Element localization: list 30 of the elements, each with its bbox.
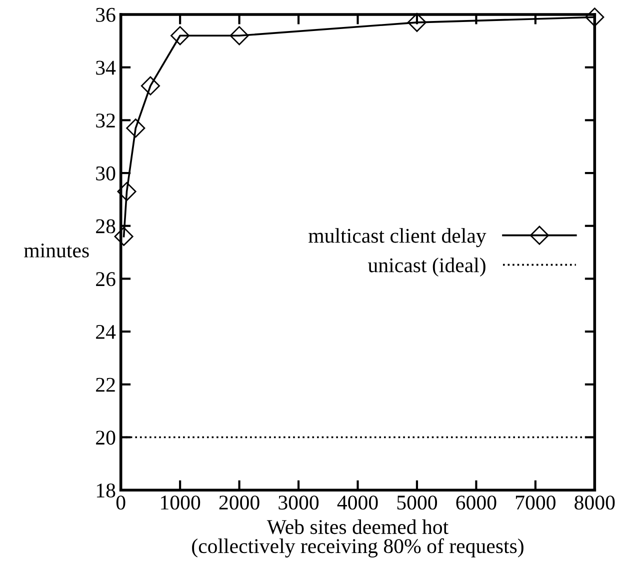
point xyxy=(117,182,136,202)
y-tick-label: 18 xyxy=(96,483,116,498)
x-tick-label: 7000 xyxy=(516,496,556,510)
y-axis-title: minutes xyxy=(24,244,89,258)
x-axis-title: Web sites deemed hot (collectively receiving 80% of requests) xyxy=(192,519,524,558)
y-tick-label: 32 xyxy=(96,114,115,128)
y-tick-label: 30 xyxy=(96,166,116,180)
legend-label: unicast (ideal) xyxy=(368,258,486,277)
x-tick-label: 1000 xyxy=(161,496,200,510)
y-tick-label: 24 xyxy=(96,325,116,339)
y-tick-label: 22 xyxy=(96,378,115,392)
y-tick-label: 20 xyxy=(96,430,116,445)
point xyxy=(170,26,190,46)
x-tick-label: 2000 xyxy=(219,496,260,510)
x-tick-label: 0 xyxy=(116,496,126,510)
x-tick-label: 8000 xyxy=(574,496,615,510)
x-tick-label: 6000 xyxy=(456,496,496,510)
x-tick-label: 4000 xyxy=(337,496,378,510)
x-tick-label: 5000 xyxy=(397,496,438,510)
point xyxy=(585,8,604,27)
point xyxy=(140,76,160,96)
point xyxy=(126,118,146,138)
point xyxy=(230,26,249,46)
y-tick-label: 26 xyxy=(96,272,116,286)
x-tick-label: 3000 xyxy=(278,496,319,510)
y-tick-label: 34 xyxy=(96,60,116,75)
y-tick-label: 28 xyxy=(96,219,116,234)
y-tick-label: 36 xyxy=(96,8,116,22)
legend-label: multicast client delay xyxy=(308,228,486,248)
point xyxy=(114,226,134,246)
